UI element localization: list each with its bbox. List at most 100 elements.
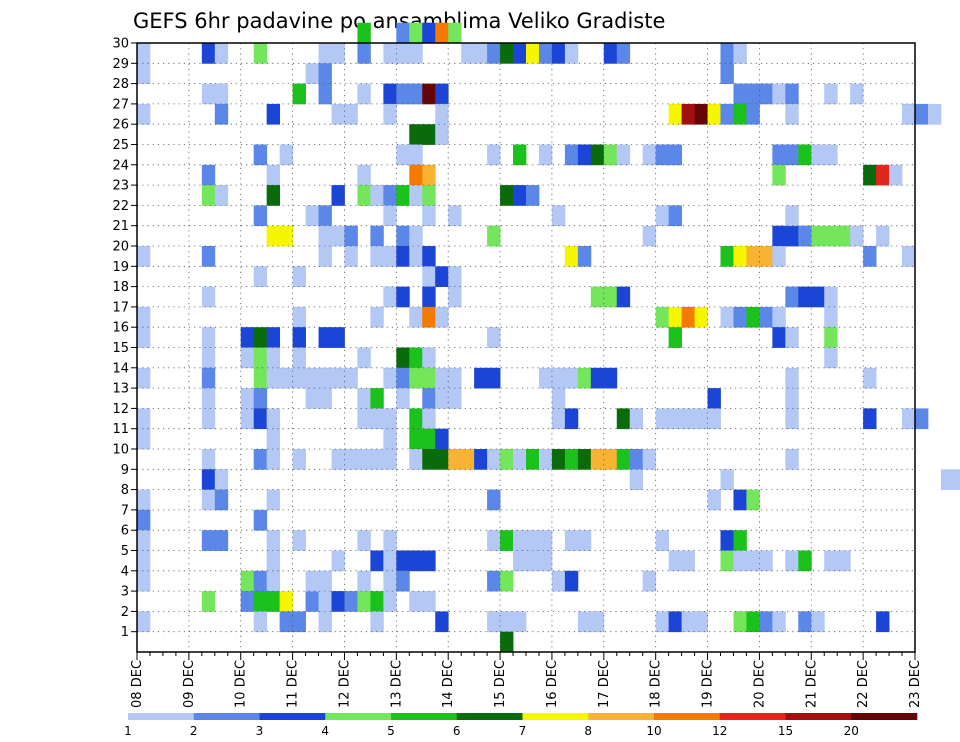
heatmap-cell bbox=[422, 550, 436, 572]
heatmap-cell bbox=[305, 367, 319, 389]
heatmap-cell bbox=[811, 225, 825, 247]
heatmap-cell bbox=[681, 550, 695, 572]
heatmap-cell bbox=[253, 388, 268, 409]
heatmap-cell bbox=[513, 43, 527, 64]
heatmap-cell bbox=[526, 530, 540, 551]
heatmap-cell bbox=[383, 428, 397, 450]
heatmap-cell bbox=[487, 43, 501, 64]
heatmap-cell bbox=[772, 327, 786, 348]
colorbar-swatch bbox=[785, 713, 852, 720]
y-tick-label: 27 bbox=[112, 97, 129, 112]
heatmap-cell bbox=[733, 611, 747, 633]
heatmap-cell bbox=[940, 469, 955, 490]
heatmap-cell bbox=[526, 449, 540, 470]
heatmap-cell bbox=[500, 570, 514, 592]
heatmap-cell bbox=[733, 530, 747, 551]
heatmap-cell bbox=[655, 408, 670, 430]
heatmap-cell bbox=[811, 611, 825, 633]
x-tick-label: 16 DEC bbox=[545, 660, 560, 708]
y-tick-label: 7 bbox=[121, 503, 129, 518]
heatmap-cell bbox=[137, 43, 151, 64]
heatmap-cell bbox=[487, 225, 501, 247]
heatmap-cell bbox=[551, 449, 566, 470]
heatmap-cell bbox=[811, 144, 825, 166]
heatmap-cell bbox=[863, 367, 877, 389]
heatmap-cell bbox=[318, 43, 332, 64]
heatmap-cell bbox=[409, 83, 423, 105]
heatmap-cell bbox=[357, 43, 371, 64]
heatmap-cell bbox=[474, 367, 488, 389]
heatmap-cell bbox=[331, 367, 345, 389]
heatmap-cell bbox=[513, 185, 527, 206]
heatmap-cell bbox=[266, 103, 281, 125]
heatmap-cell bbox=[746, 103, 760, 125]
heatmap-cell bbox=[137, 428, 151, 450]
heatmap-cell bbox=[137, 489, 151, 511]
heatmap-cell bbox=[137, 246, 151, 267]
heatmap-cell bbox=[137, 367, 151, 389]
heatmap-cell bbox=[720, 246, 734, 267]
heatmap-cell bbox=[564, 570, 579, 592]
heatmap-cell bbox=[137, 408, 151, 430]
heatmap-cell bbox=[577, 449, 592, 470]
heatmap-cell bbox=[422, 266, 436, 287]
heatmap-cell bbox=[266, 530, 281, 551]
y-tick-label: 26 bbox=[112, 118, 129, 133]
heatmap-cell bbox=[772, 144, 786, 166]
heatmap-cell bbox=[616, 144, 631, 166]
heatmap-cell bbox=[409, 164, 423, 186]
heatmap-cell bbox=[772, 164, 786, 186]
heatmap-cell bbox=[240, 591, 255, 612]
heatmap-cell bbox=[331, 225, 345, 247]
heatmap-cell bbox=[513, 449, 527, 470]
heatmap-cell bbox=[461, 43, 475, 64]
heatmap-cell bbox=[370, 185, 384, 206]
heatmap-cell bbox=[707, 489, 721, 511]
heatmap-cell bbox=[655, 205, 670, 227]
heatmap-cell bbox=[538, 449, 553, 470]
heatmap-cell bbox=[201, 327, 216, 348]
heatmap-cell bbox=[409, 22, 423, 44]
heatmap-cell bbox=[357, 408, 371, 430]
heatmap-cell bbox=[240, 570, 255, 592]
heatmap-cell bbox=[409, 408, 423, 430]
heatmap-cell bbox=[720, 469, 734, 490]
heatmap-cell bbox=[383, 103, 397, 125]
heatmap-cell bbox=[824, 306, 838, 328]
heatmap-cell bbox=[214, 103, 229, 125]
heatmap-cell bbox=[357, 164, 371, 186]
heatmap-cell bbox=[396, 43, 410, 64]
heatmap-cell bbox=[915, 408, 929, 430]
heatmap-cell bbox=[396, 550, 410, 572]
heatmap-cell bbox=[487, 530, 501, 551]
heatmap-cell bbox=[214, 469, 229, 490]
heatmap-cell bbox=[681, 611, 695, 633]
heatmap-cell bbox=[409, 124, 423, 145]
heatmap-cell bbox=[500, 530, 514, 551]
heatmap-cell bbox=[824, 144, 838, 166]
x-tick-label: 15 DEC bbox=[493, 660, 508, 708]
y-tick-label: 19 bbox=[112, 260, 129, 275]
heatmap-cell bbox=[357, 185, 371, 206]
colorbar-swatch bbox=[391, 713, 458, 720]
heatmap-cell bbox=[422, 83, 436, 105]
heatmap-cell bbox=[785, 367, 799, 389]
heatmap-cell bbox=[603, 367, 618, 389]
heatmap-cell bbox=[448, 388, 462, 409]
heatmap-cell bbox=[253, 611, 268, 633]
heatmap-cell bbox=[850, 83, 864, 105]
heatmap-cell bbox=[461, 449, 475, 470]
heatmap-cell bbox=[889, 164, 903, 186]
heatmap-cell bbox=[590, 286, 605, 308]
heatmap-cell bbox=[318, 591, 332, 612]
heatmap-cell bbox=[396, 246, 410, 267]
heatmap-cell bbox=[668, 103, 682, 125]
heatmap-cell bbox=[370, 408, 384, 430]
heatmap-cell bbox=[279, 225, 293, 247]
heatmap-cell bbox=[357, 530, 371, 551]
heatmap-cell bbox=[409, 428, 423, 450]
colorbar-label: 15 bbox=[778, 724, 793, 738]
heatmap-cell bbox=[694, 306, 708, 328]
heatmap-cell bbox=[253, 449, 268, 470]
heatmap-cell bbox=[811, 286, 825, 308]
